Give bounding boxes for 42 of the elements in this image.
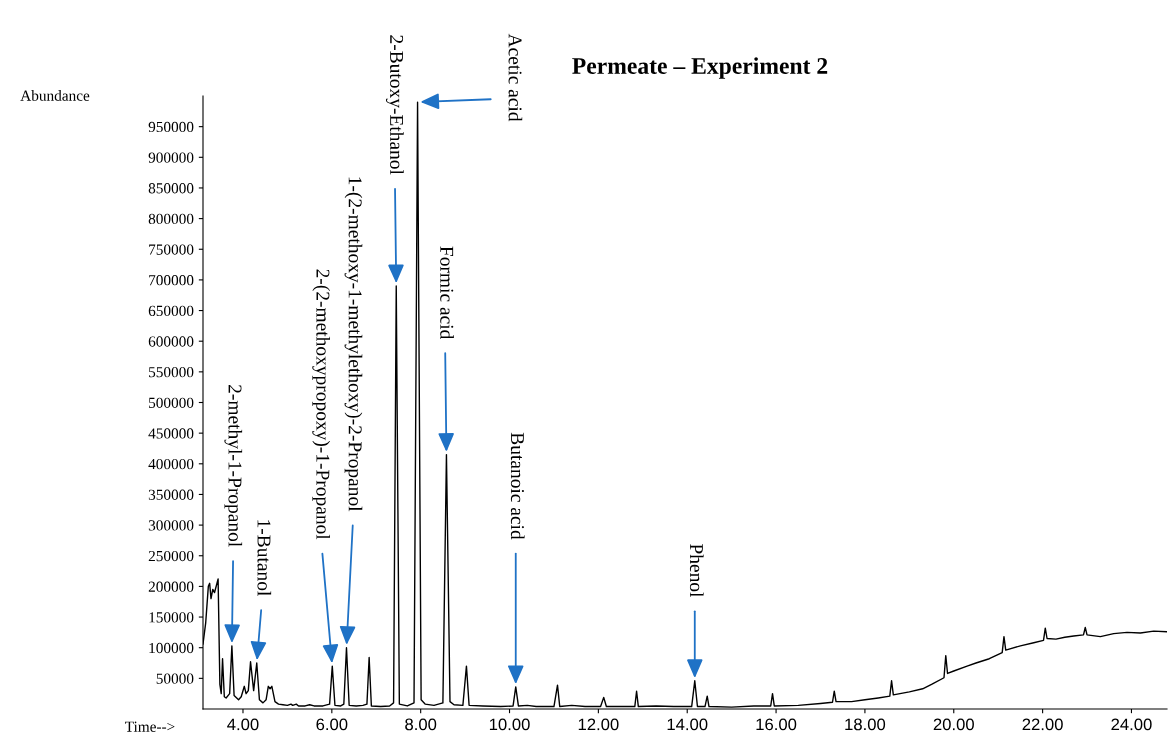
annotation: 1-(2-methoxy-1-methylethoxy)-2-Propanol <box>344 177 363 512</box>
x-tick-label: 18.00 <box>845 718 886 731</box>
x-tick-label: 22.00 <box>1022 718 1063 731</box>
y-tick-label: 100000 <box>149 642 194 654</box>
y-tick-label: 650000 <box>148 305 194 316</box>
x-tick-label: 12.00 <box>578 718 619 731</box>
x-tick-label: 10.00 <box>489 718 530 731</box>
y-tick-label: 900000 <box>148 152 194 163</box>
y-tick-label: 200000 <box>148 581 194 592</box>
x-tick-label: 16.00 <box>756 718 797 731</box>
annotation: Acetic acid <box>508 33 523 122</box>
y-tick-label: 250000 <box>148 550 194 562</box>
y-tick-label: 450000 <box>148 428 194 439</box>
y-tick-label: 500000 <box>149 397 194 408</box>
annotation: Formic acid <box>440 246 454 340</box>
annotation: Phenol <box>689 544 704 598</box>
y-tick-label: 750000 <box>149 244 194 255</box>
annotation: 2-(2-methoxypropoxy)-1-Propanol <box>312 269 331 540</box>
x-tick-label: 24.00 <box>1111 718 1152 731</box>
y-tick-label: 700000 <box>149 275 194 286</box>
annotation: 1-Butanol <box>257 520 272 596</box>
x-tick-label: 4.00 <box>227 718 259 731</box>
y-tick-label: 600000 <box>148 336 194 347</box>
x-axis-title: Time--> <box>125 721 175 732</box>
annotation: 2-methyl-1-Propanol <box>224 385 243 547</box>
y-tick-label: 850000 <box>148 183 194 194</box>
y-axis-title: Abundance <box>20 90 90 101</box>
y-tick-label: 300000 <box>148 520 194 531</box>
annotation: 2-Butoxy-Ethanol <box>386 35 404 175</box>
y-tick-label: 800000 <box>148 213 194 225</box>
x-tick-label: 8.00 <box>405 718 437 731</box>
x-tick-label: 20.00 <box>933 718 974 731</box>
chart-title: Permeate – Experiment 2 <box>572 57 828 79</box>
y-tick-label: 50000 <box>156 673 194 684</box>
y-tick-label: 350000 <box>148 489 194 500</box>
x-tick-label: 6.00 <box>316 718 348 731</box>
x-tick-label: 14.00 <box>667 718 708 731</box>
annotation: Butanoic acid <box>510 432 525 540</box>
y-tick-label: 950000 <box>148 121 194 133</box>
y-tick-label: 400000 <box>148 458 194 470</box>
y-tick-label: 550000 <box>149 366 194 378</box>
y-tick-label: 150000 <box>149 612 194 623</box>
